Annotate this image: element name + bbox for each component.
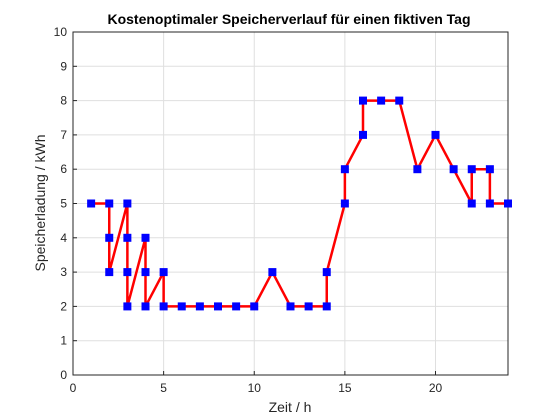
data-point-marker [304,302,313,311]
data-point-marker [87,199,96,208]
data-point-marker [105,268,114,277]
data-point-marker [485,199,494,208]
axis-ticks: 0 1 2 3 4 5 6 7 8 9 10 0 5 10 15 20 [54,25,443,395]
chart-title: Kostenoptimaler Speicherverlauf für eine… [107,11,470,27]
data-point-marker [413,165,422,174]
data-point-marker [232,302,241,311]
data-point-marker [286,302,295,311]
x-axis-label: Zeit / h [269,399,312,415]
data-point-marker [467,165,476,174]
data-point-marker [214,302,222,311]
y-tick-label: 7 [60,128,67,142]
data-point-marker [485,165,494,174]
y-tick-label: 6 [60,162,67,176]
data-point-marker [359,96,367,105]
data-point-marker [431,130,440,139]
data-point-marker [105,199,114,208]
x-tick-label: 10 [248,381,262,395]
y-tick-label: 1 [60,334,67,348]
data-point-marker [377,96,386,105]
x-tick-label: 0 [70,381,77,395]
data-point-marker [159,268,168,277]
data-point-marker [504,199,512,208]
data-point-marker [322,302,331,311]
data-point-marker [322,268,331,277]
data-point-marker [123,233,132,242]
x-tick-label: 5 [160,381,167,395]
data-point-marker [340,165,349,174]
plot-series [87,96,512,311]
data-point-marker [340,199,349,208]
data-point-marker [467,199,476,208]
y-tick-label: 9 [60,59,67,73]
y-tick-label: 5 [60,197,67,211]
y-tick-label: 10 [54,25,68,39]
data-point-marker [250,302,259,311]
grid [72,31,508,376]
data-point-marker [177,302,186,311]
data-point-marker [105,233,114,242]
y-tick-label: 3 [60,265,67,279]
data-point-marker [449,165,458,174]
data-point-marker [395,96,404,105]
data-point-marker [123,199,132,208]
y-tick-label: 4 [60,231,67,245]
data-point-marker [123,302,132,311]
y-tick-label: 8 [60,94,67,108]
data-point-marker [141,268,150,277]
y-tick-label: 2 [60,299,67,313]
y-axis-label: Speicherladung / kWh [32,135,48,272]
y-tick-label: 0 [60,368,67,382]
data-point-marker [123,268,132,277]
data-point-marker [359,130,367,139]
data-point-marker [268,268,277,277]
data-point-marker [141,302,150,311]
x-tick-label: 15 [338,381,352,395]
data-point-marker [141,233,150,242]
data-point-marker [159,302,168,311]
x-tick-label: 20 [429,381,443,395]
data-point-marker [195,302,204,311]
